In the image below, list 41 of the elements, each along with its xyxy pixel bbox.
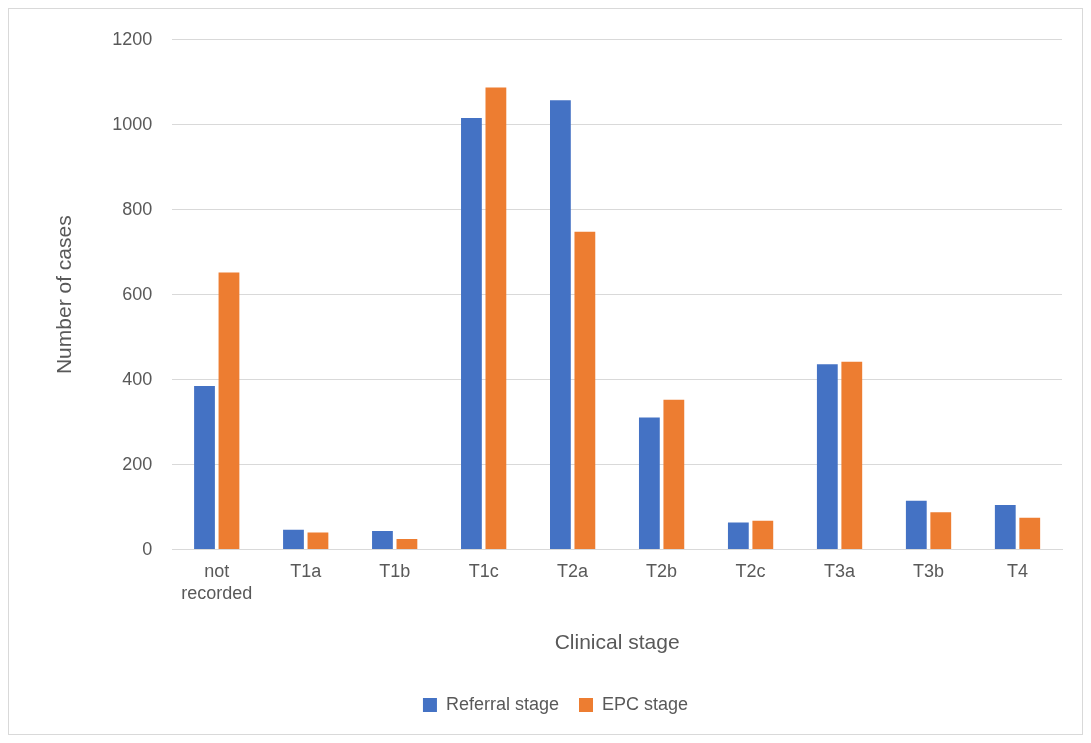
bar	[218, 272, 240, 550]
x-tick-label: T3b	[913, 561, 945, 582]
x-tick-label: T2a	[557, 561, 590, 582]
y-tick-label: 600	[122, 283, 153, 304]
bar	[574, 231, 596, 550]
x-tick-label: T1a	[290, 561, 323, 582]
bar	[550, 100, 571, 550]
x-tick-label: T3a	[824, 561, 857, 582]
legend-label: Referral stage	[445, 693, 560, 714]
bar	[994, 504, 1016, 550]
bar	[307, 532, 329, 550]
bar	[372, 530, 393, 550]
bar	[461, 117, 482, 550]
y-tick-label: 400	[122, 368, 153, 389]
bar	[485, 87, 507, 550]
bar	[194, 386, 215, 550]
bar	[283, 529, 304, 550]
bar	[727, 522, 749, 550]
bar	[1019, 517, 1041, 550]
y-tick-label: 1000	[112, 113, 153, 134]
y-tick-label: 0	[142, 538, 153, 559]
x-tick-label: T4	[1007, 561, 1029, 582]
y-tick-label: 1200	[112, 28, 153, 49]
x-tick-label: T2c	[735, 561, 766, 582]
bar	[841, 361, 863, 550]
x-tick-label: T1c	[468, 561, 499, 582]
x-axis-title: Clinical stage	[554, 630, 680, 654]
legend-label: EPC stage	[602, 693, 689, 714]
bar	[752, 520, 774, 550]
bar	[816, 364, 838, 550]
y-tick-label: 800	[122, 198, 153, 219]
y-axis-title: Number of cases	[52, 215, 76, 375]
bar	[396, 538, 418, 550]
x-tick-label: not recorded	[181, 561, 253, 603]
bar	[638, 417, 660, 550]
x-tick-label: T1b	[379, 561, 411, 582]
x-tick-label: T2b	[646, 561, 678, 582]
bar	[930, 512, 952, 550]
bar	[663, 399, 685, 550]
y-tick-label: 200	[122, 453, 153, 474]
bar	[905, 500, 927, 550]
